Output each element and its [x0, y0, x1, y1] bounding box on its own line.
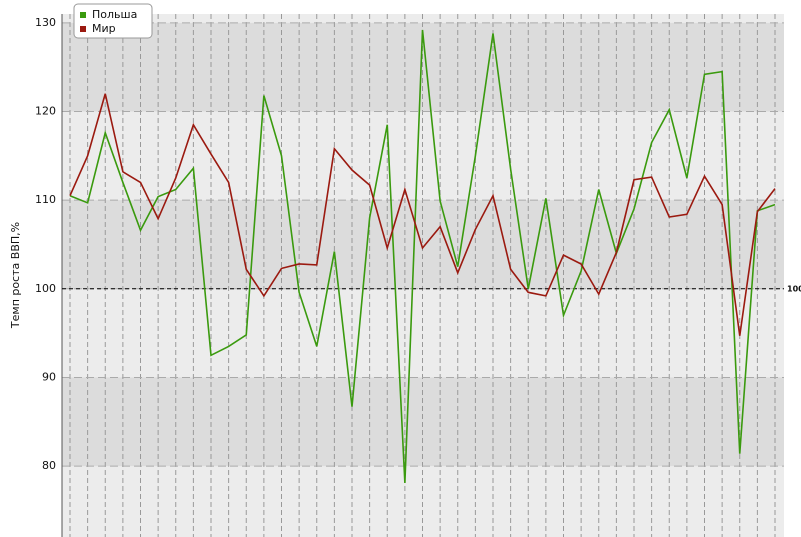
legend-swatch	[80, 26, 86, 32]
legend-label: Мир	[92, 22, 116, 35]
plot-band	[62, 200, 784, 289]
y-tick-label: 80	[42, 459, 56, 472]
series-line	[69, 29, 776, 483]
y-tick-label: 130	[35, 16, 56, 29]
y-tick-label: 90	[42, 370, 56, 383]
reference-label: 100	[787, 284, 801, 293]
y-tick-label: 100	[35, 282, 56, 295]
legend-box	[73, 3, 153, 39]
legend-swatch	[80, 12, 86, 18]
series-line	[69, 93, 776, 336]
y-axis-label: Темп роста ВВП,%	[9, 222, 22, 329]
legend-label: Польша	[92, 8, 137, 21]
y-tick-label: 120	[35, 105, 56, 118]
y-tick-label: 110	[35, 193, 56, 206]
